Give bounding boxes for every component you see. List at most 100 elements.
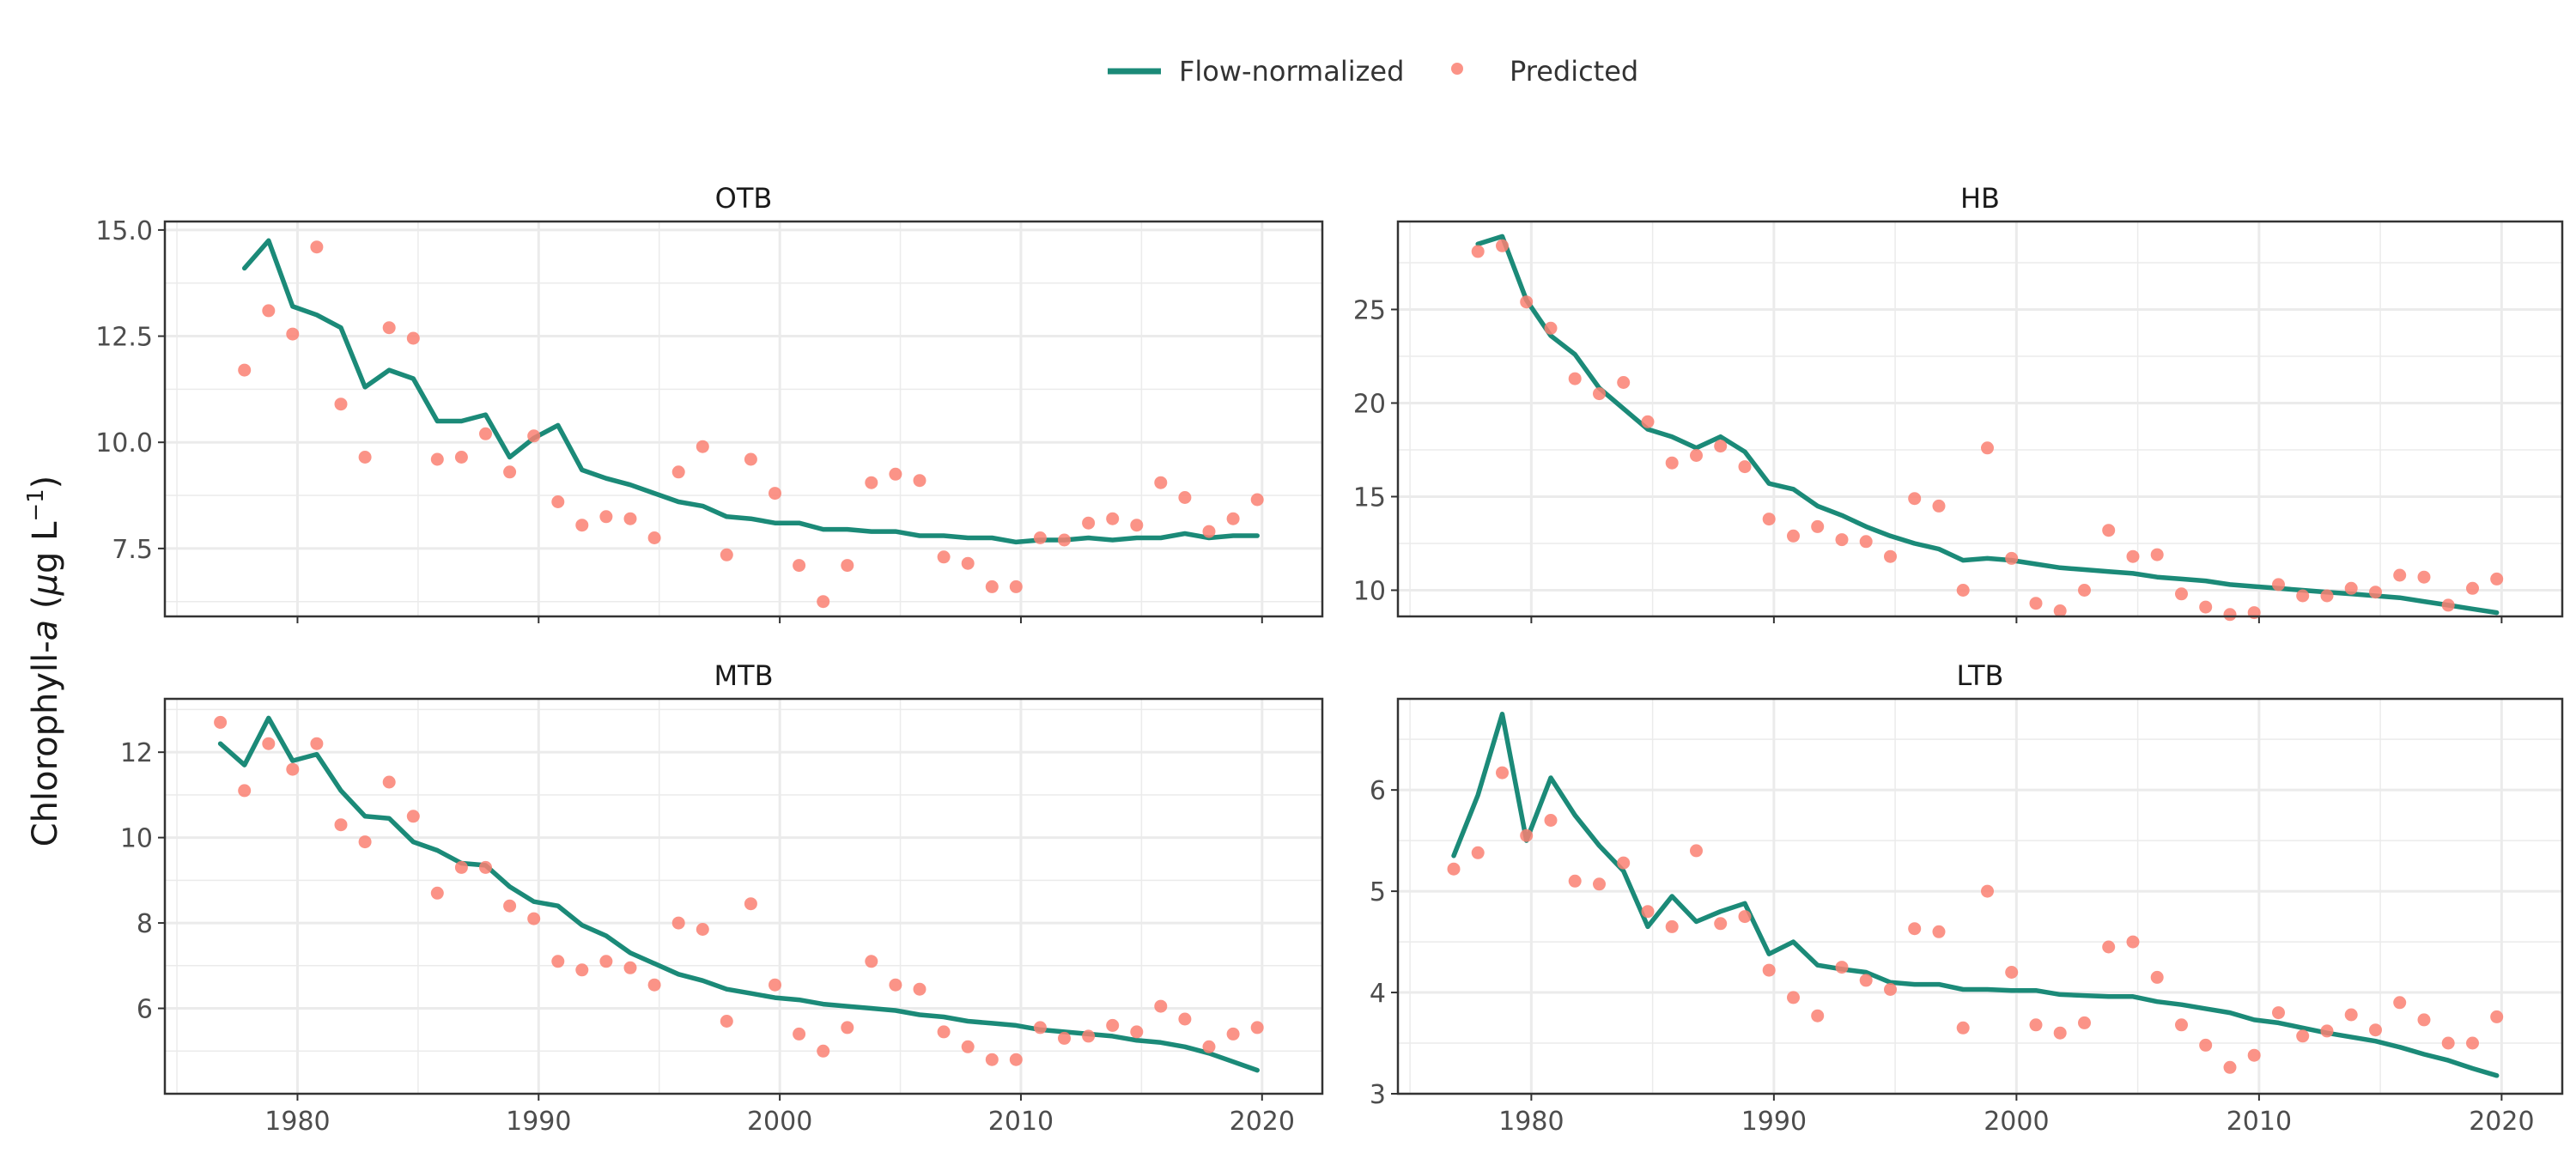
predicted-point [1545, 322, 1558, 335]
predicted-point [817, 1045, 829, 1058]
predicted-point [1154, 1000, 1167, 1013]
x-tick-label: 2000 [747, 1107, 812, 1137]
predicted-point [2175, 587, 2188, 600]
x-tick-label: 1990 [506, 1107, 571, 1137]
predicted-point [1666, 457, 1679, 470]
predicted-point [2005, 552, 2018, 565]
predicted-point [407, 810, 420, 822]
predicted-point [2005, 966, 2018, 979]
predicted-point [889, 468, 902, 481]
x-tick-label: 1990 [1741, 1107, 1807, 1137]
predicted-point [889, 979, 902, 992]
predicted-point [1472, 245, 1485, 258]
predicted-point [2442, 598, 2455, 611]
predicted-point [2321, 590, 2334, 603]
predicted-point [865, 476, 878, 489]
y-axis-label: Chlorophyll-a (μg L−1) [23, 476, 65, 847]
predicted-point [407, 332, 420, 345]
predicted-point [1860, 535, 1873, 548]
y-tick-label: 6 [1370, 776, 1386, 806]
y-tick-label: 12.5 [95, 323, 153, 353]
predicted-point [214, 716, 227, 729]
panel-title-otb: OTB [715, 182, 773, 215]
predicted-point [1082, 517, 1095, 530]
predicted-point [1130, 519, 1143, 531]
predicted-point [769, 979, 781, 992]
predicted-point [383, 776, 396, 789]
predicted-point [527, 429, 540, 442]
predicted-point [1010, 1053, 1023, 1066]
predicted-point [310, 240, 323, 253]
panel-title-mtb: MTB [714, 659, 773, 692]
predicted-point [1082, 1029, 1095, 1042]
predicted-point [1520, 829, 1533, 842]
predicted-point [1617, 376, 1630, 389]
predicted-point [310, 737, 323, 750]
predicted-point [599, 955, 612, 968]
predicted-point [1251, 494, 1264, 507]
predicted-point [986, 580, 999, 593]
predicted-point [1642, 416, 1655, 428]
predicted-point [914, 474, 927, 487]
predicted-point [2199, 601, 2212, 614]
predicted-point [1908, 492, 1921, 505]
x-tick-label: 2020 [2469, 1107, 2534, 1137]
predicted-point [962, 557, 975, 570]
predicted-point [1787, 530, 1800, 543]
predicted-point [624, 962, 637, 974]
predicted-point [1520, 295, 1533, 308]
predicted-point [2418, 1013, 2431, 1026]
predicted-point [286, 328, 299, 341]
predicted-point [696, 440, 709, 453]
predicted-point [1690, 844, 1703, 857]
predicted-point [2296, 590, 2309, 603]
predicted-point [2030, 597, 2043, 610]
predicted-point [599, 510, 612, 523]
predicted-point [286, 763, 299, 776]
predicted-point [1496, 767, 1509, 780]
predicted-point [1178, 491, 1191, 504]
predicted-point [1666, 920, 1679, 933]
predicted-point [2490, 1010, 2503, 1023]
predicted-point [238, 364, 251, 377]
x-tick-label: 1980 [264, 1107, 330, 1137]
predicted-point [2466, 1037, 2479, 1050]
y-tick-label: 5 [1370, 877, 1386, 907]
predicted-point [479, 861, 492, 874]
predicted-point [1569, 373, 1582, 385]
predicted-point [1933, 925, 1946, 938]
predicted-point [335, 818, 348, 831]
predicted-point [2369, 586, 2382, 598]
predicted-point [431, 453, 444, 466]
predicted-point [1593, 877, 1606, 890]
predicted-point [2030, 1018, 2043, 1031]
predicted-point [2078, 584, 2091, 597]
predicted-point [1957, 1022, 1970, 1035]
predicted-point [744, 897, 757, 910]
predicted-point [575, 963, 588, 976]
predicted-point [2054, 1027, 2067, 1040]
y-tick-label: 7.5 [112, 535, 153, 565]
predicted-point [744, 453, 757, 466]
predicted-point [2175, 1018, 2188, 1031]
predicted-point [938, 1025, 951, 1038]
predicted-point [841, 1021, 854, 1034]
predicted-point [1884, 550, 1897, 563]
predicted-point [262, 737, 275, 750]
predicted-point [1569, 875, 1582, 888]
predicted-point [431, 887, 444, 900]
predicted-point [1227, 1028, 1240, 1041]
predicted-point [1981, 885, 1994, 898]
predicted-point [1058, 534, 1071, 547]
predicted-point [817, 595, 829, 608]
y-tick-label: 10 [120, 824, 153, 854]
predicted-point [359, 835, 372, 848]
x-tick-label: 2020 [1230, 1107, 1295, 1137]
predicted-point [1811, 1010, 1824, 1022]
predicted-point [2393, 569, 2406, 582]
panel-title-hb: HB [1960, 182, 2000, 215]
x-tick-label: 2000 [1984, 1107, 2049, 1137]
predicted-point [551, 495, 564, 508]
predicted-point [1787, 991, 1800, 1004]
predicted-point [1251, 1021, 1264, 1034]
